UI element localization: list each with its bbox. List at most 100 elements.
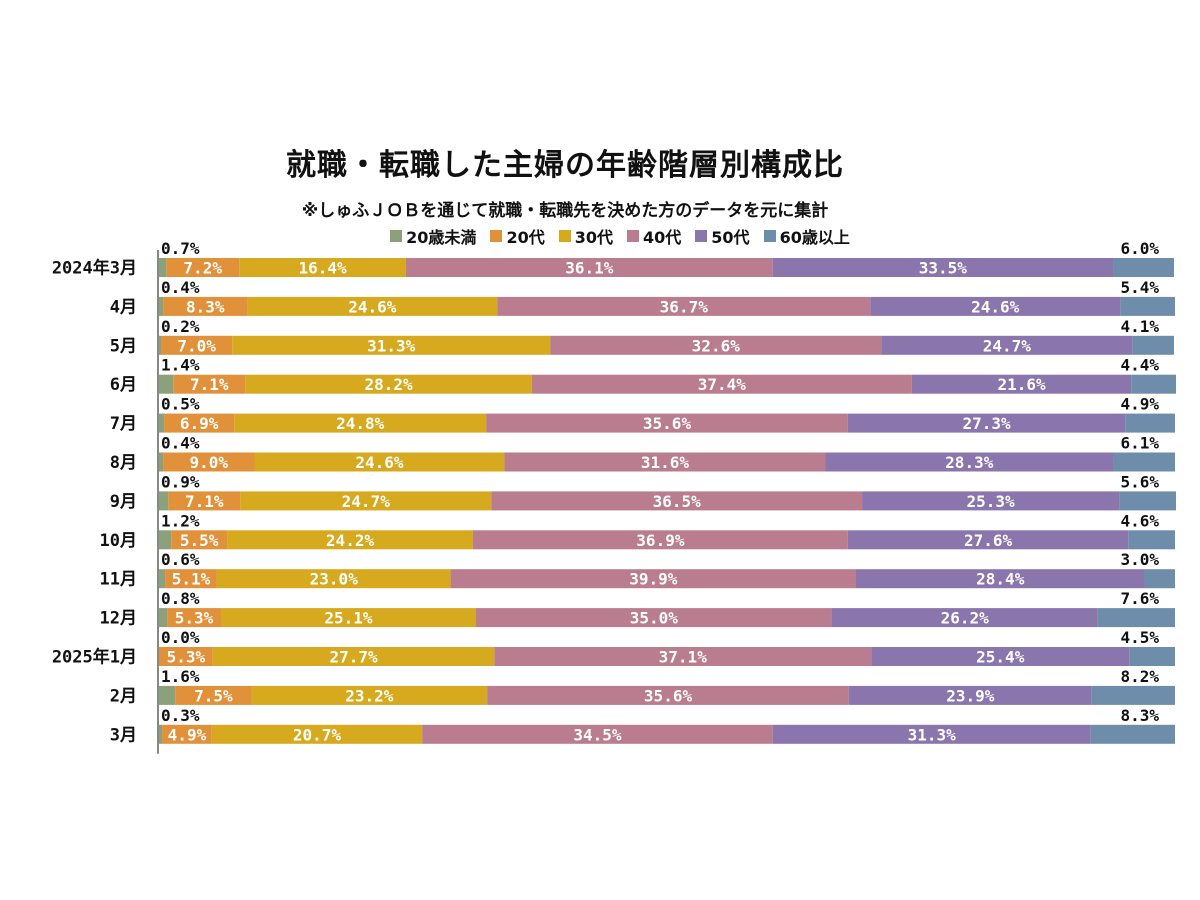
legend-label: 60歳以上 [779,228,850,247]
bar-segment [871,647,1130,666]
bar-segment [163,452,255,472]
bar-segment [772,724,1091,744]
data-label: 7.1% [185,492,224,511]
bar-segment [247,296,498,316]
data-label: 5.6% [1120,472,1159,491]
data-label: 7.5% [194,686,233,705]
bar-segment [159,491,169,511]
data-label: 1.2% [161,511,200,530]
data-label: 27.7% [329,648,378,667]
bar-segment [772,258,1114,277]
bar-segment [165,569,217,589]
bar-segment [497,296,871,316]
bar-segment [159,724,163,744]
category-label: 2025年1月 [52,647,137,668]
data-label: 0.8% [161,589,200,608]
bar-segment [531,374,912,394]
category-label: 11月 [100,570,137,590]
data-label: 1.4% [161,356,200,375]
data-label: 24.2% [326,531,375,550]
data-label: 5.3% [167,648,206,667]
bar-segment [825,452,1114,472]
data-label: 4.9% [168,725,207,744]
legend-label: 40代 [643,228,682,247]
bar-segment [175,685,252,705]
bar-segment [491,491,863,511]
bar-segment [159,608,168,628]
data-label: 28.2% [365,375,414,394]
bar-segment [240,491,492,511]
data-label: 24.6% [971,297,1020,316]
bar-segment [847,530,1129,550]
bar-segment [159,569,166,589]
category-label: 9月 [110,492,137,512]
category-label: 7月 [110,414,137,434]
data-label: 0.5% [161,395,200,414]
bar-segment [159,296,164,316]
data-label: 35.6% [643,414,692,433]
bar-segment [159,647,213,666]
bar-segment [159,452,164,472]
bar-segment [239,258,406,277]
data-label: 6.1% [1120,434,1159,453]
legend: 20歳未満 20代 30代 40代 50代 60歳以上 [0,224,1200,248]
data-label: 7.0% [177,336,216,355]
bar-segment [1129,647,1175,666]
bar-segment [487,685,849,705]
bar-segment [494,647,872,666]
data-label: 8.2% [1120,667,1159,686]
category-label: 5月 [110,336,137,356]
data-label: 27.3% [962,414,1011,433]
data-label: 35.6% [644,686,693,705]
bar-segment [159,413,165,433]
legend-swatch [695,230,708,242]
category-label: 12月 [100,609,137,629]
bar-segment [848,685,1092,705]
data-label: 6.9% [180,414,219,433]
data-label: 5.1% [172,570,211,589]
bar-segment [159,374,174,394]
bar-segment [475,608,832,628]
bar-segment [251,685,488,705]
bar-segment [234,413,487,433]
bar-segment [227,530,473,550]
data-label: 3.0% [1120,550,1159,569]
data-label: 39.9% [629,570,678,589]
data-label: 31.3% [908,725,957,744]
data-label: 23.2% [345,686,394,705]
data-label: 27.6% [964,531,1013,550]
data-label: 5.3% [175,609,214,628]
data-label: 24.6% [355,453,404,472]
data-label: 8.3% [186,297,225,316]
legend-label: 20歳未満 [406,228,477,247]
bar-segment [450,569,856,589]
data-label: 0.0% [161,628,200,647]
data-label: 35.0% [630,609,679,628]
data-label: 0.6% [161,550,200,569]
bar-segment [167,608,221,628]
data-label: 0.4% [161,434,200,453]
legend-swatch [763,230,776,242]
bar-segment [161,335,233,355]
chart-title: 就職・転職した主婦の年齢階層別構成比 [286,148,844,183]
data-label: 28.4% [976,570,1025,589]
bar-segment [171,530,228,550]
data-label: 26.2% [941,609,990,628]
category-label: 6月 [110,375,137,395]
bar-segment [550,335,882,355]
bar-segment [1144,569,1175,589]
legend-swatch [390,230,403,242]
bar-segment [168,491,241,511]
category-label: 3月 [110,725,137,745]
bar-segment [870,296,1121,316]
bar-segment [212,647,495,666]
legend-item: 20歳未満 [390,224,476,248]
data-label: 31.3% [367,336,416,355]
category-label: 4月 [110,297,137,317]
data-label: 23.0% [310,570,359,589]
bar-segment [504,452,826,472]
bar-segment [422,724,773,744]
legend-swatch [558,230,571,242]
bar-segment [1113,452,1175,472]
